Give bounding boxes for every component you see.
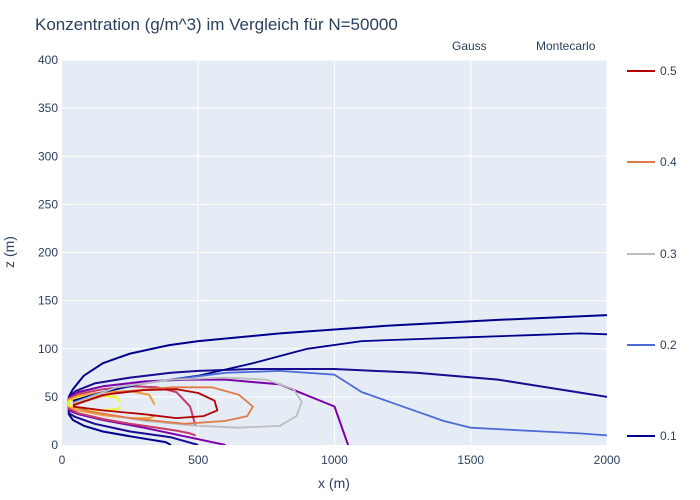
series-montecarlo-0_3 (72, 376, 303, 429)
x-tick-label: 2000 (594, 453, 621, 467)
y-tick-label: 200 (38, 246, 58, 260)
y-tick-label: 400 (38, 53, 58, 67)
x-axis-title: x (m) (318, 475, 350, 491)
y-axis-title: z (m) (1, 236, 17, 268)
x-tick-label: 1500 (457, 453, 484, 467)
colorbar-label: 0.3 (660, 247, 677, 261)
y-axis-ticks: 0 50 100 150 200 250 300 350 400 (38, 53, 58, 452)
colorbar: 0.1 0.2 0.3 0.4 0.5 (627, 64, 677, 443)
colorbar-label: 0.1 (660, 429, 677, 443)
chart-title: Konzentration (g/m^3) im Vergleich für N… (35, 15, 398, 34)
y-tick-label: 100 (38, 342, 58, 356)
x-tick-label: 0 (59, 453, 66, 467)
y-tick-label: 250 (38, 197, 58, 211)
x-axis-ticks: 0 500 1000 1500 2000 (59, 453, 621, 467)
colorbar-label: 0.4 (660, 155, 677, 169)
legend-label-gauss: Gauss (452, 39, 487, 53)
series-layer (67, 314, 607, 445)
x-tick-label: 1000 (321, 453, 348, 467)
series-gauss-0_2 (67, 378, 350, 445)
y-tick-label: 0 (51, 438, 58, 452)
grid (62, 59, 608, 445)
colorbar-label: 0.5 (660, 64, 677, 78)
series-montecarlo-0_5 (72, 388, 219, 419)
y-tick-label: 300 (38, 149, 58, 163)
y-tick-label: 50 (45, 390, 59, 404)
colorbar-label: 0.2 (660, 338, 677, 352)
legend: Gauss Montecarlo (418, 39, 596, 53)
series-gauss-0_15 (67, 368, 607, 445)
series-montecarlo-0_4 (72, 386, 254, 425)
x-tick-label: 500 (188, 453, 208, 467)
y-tick-label: 150 (38, 294, 58, 308)
series-gauss-0_1 (67, 314, 607, 445)
y-tick-label: 350 (38, 101, 58, 115)
legend-label-montecarlo: Montecarlo (536, 39, 596, 53)
